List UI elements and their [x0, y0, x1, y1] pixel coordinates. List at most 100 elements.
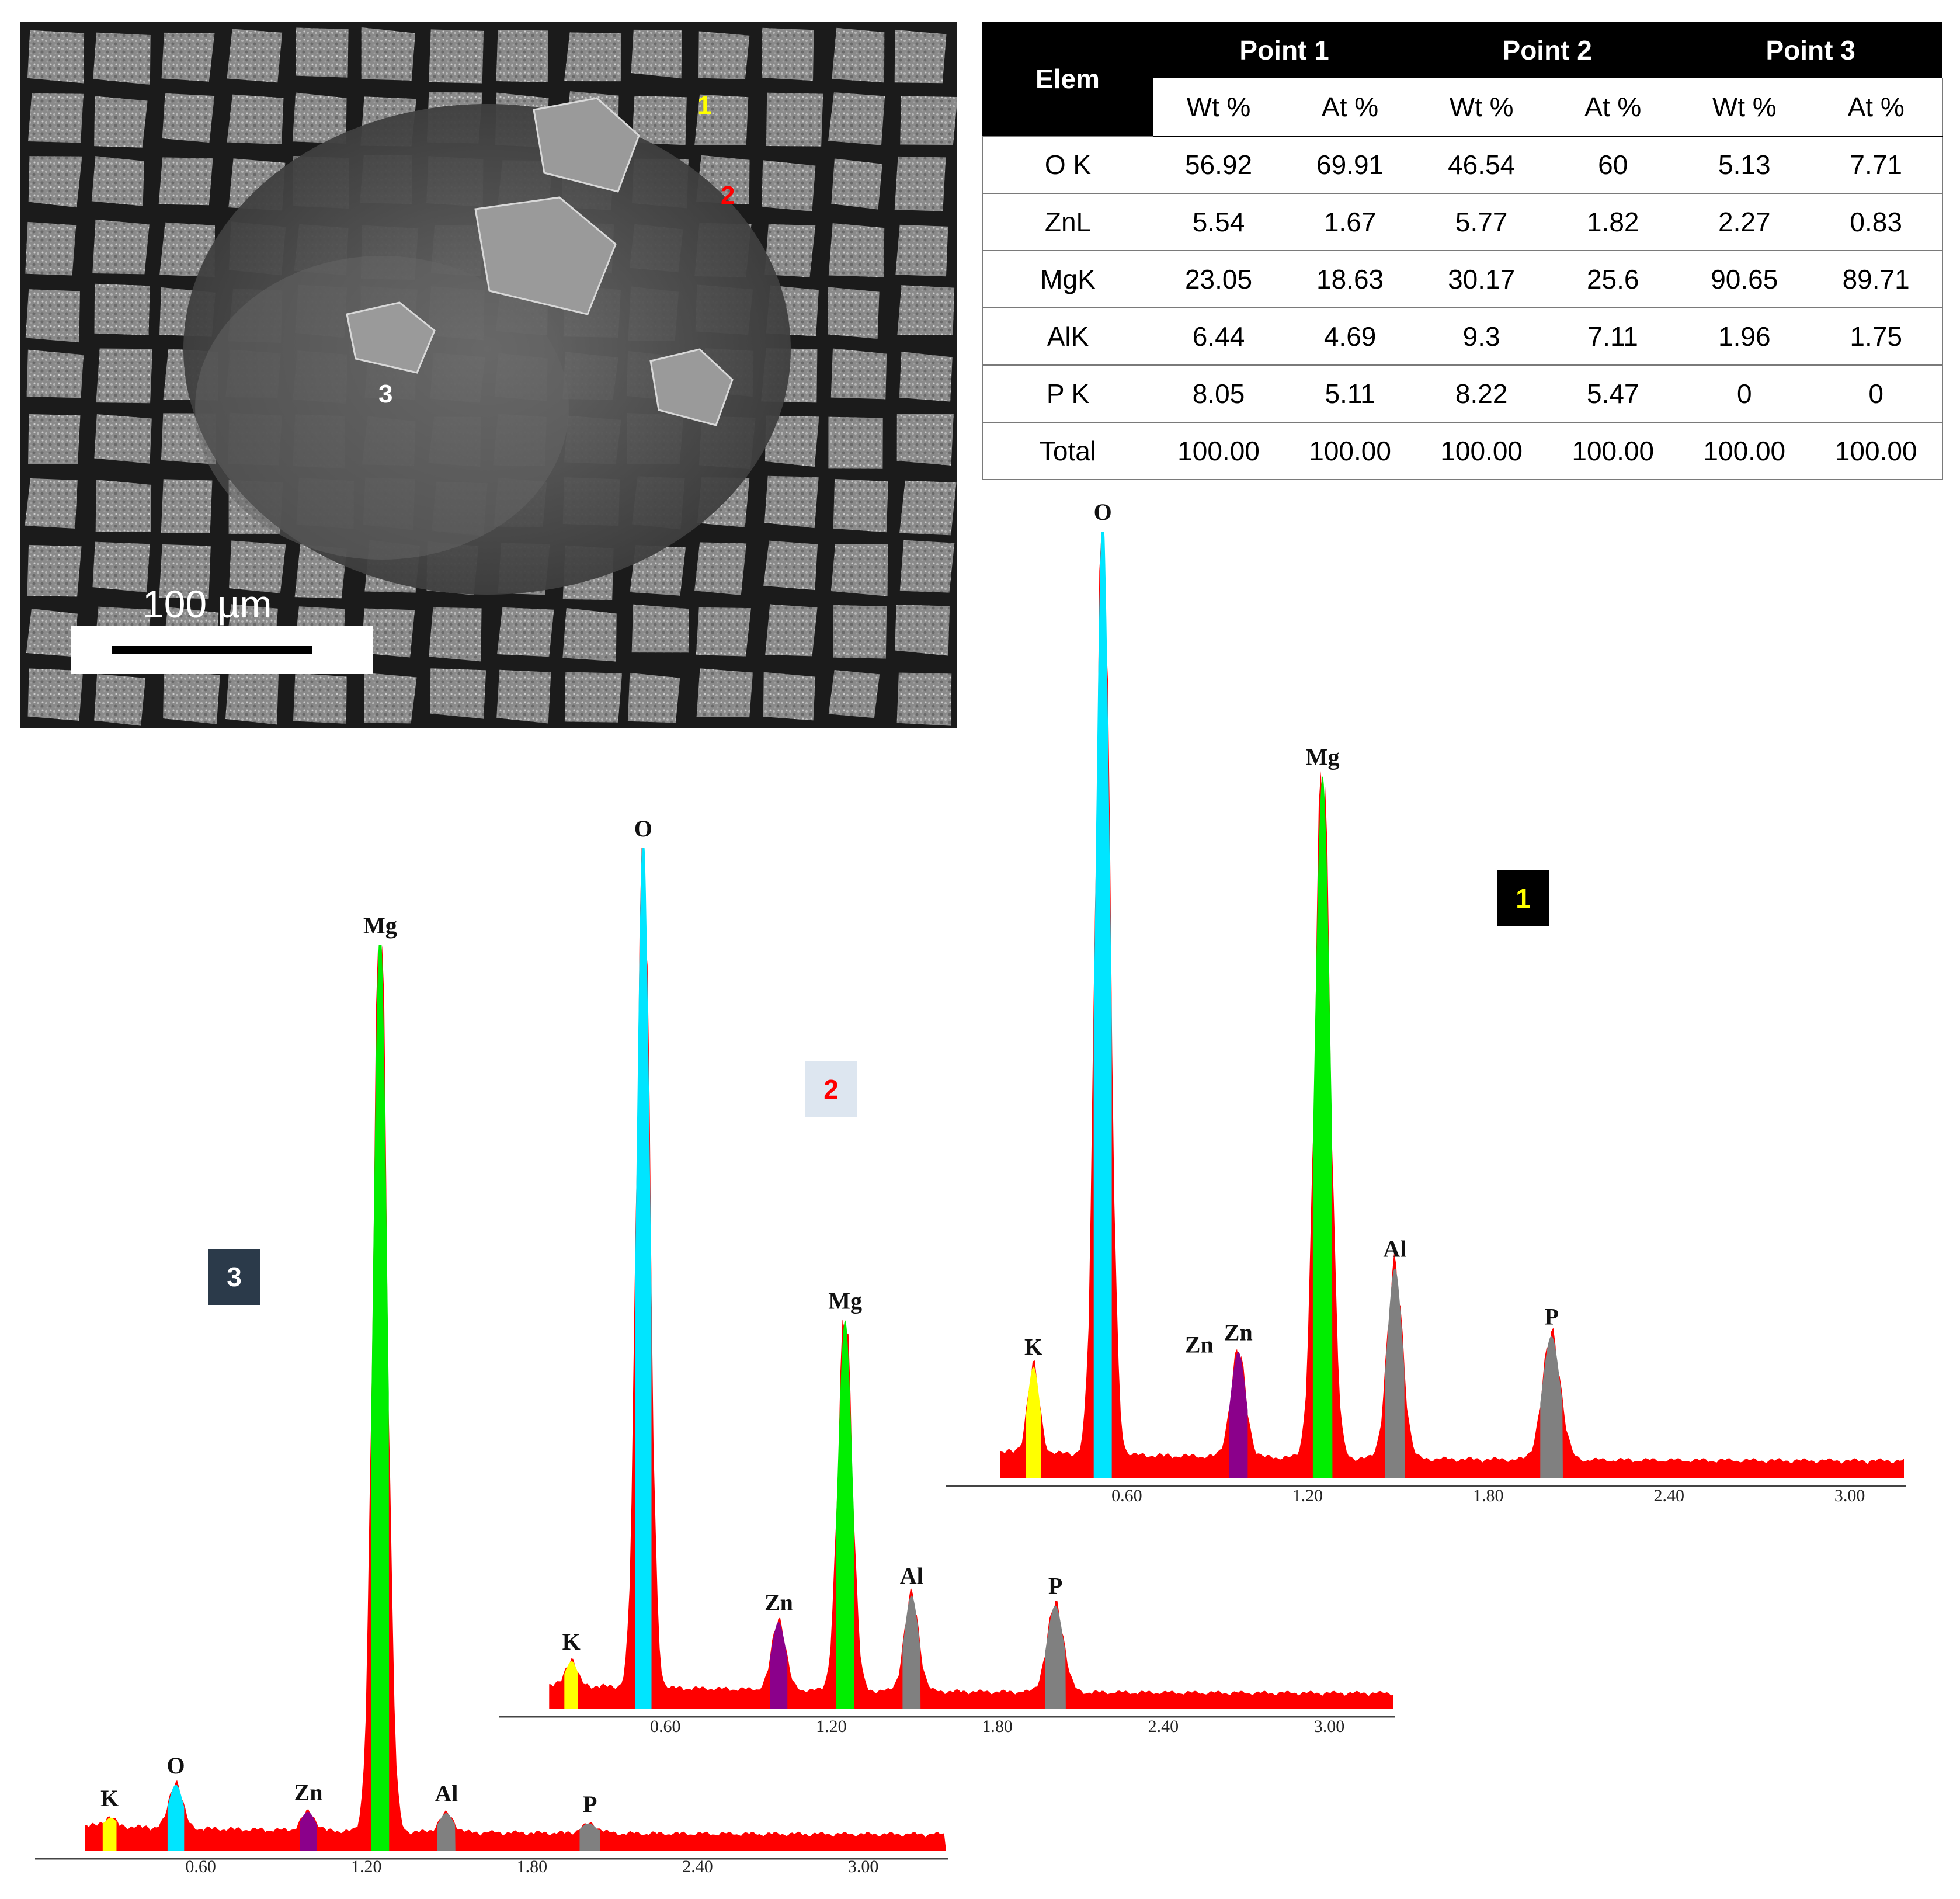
table-cell: 100.00: [1153, 422, 1285, 480]
sem-tile: [764, 475, 819, 529]
peak-label-zn: Zn: [294, 1779, 323, 1806]
table-cell: 60: [1547, 136, 1679, 193]
sem-tile: [26, 609, 78, 657]
point-1-header: Point 1: [1153, 22, 1416, 78]
sem-tile: [429, 607, 482, 662]
peak-label-o: O: [1094, 499, 1112, 525]
sem-tile: [225, 670, 279, 725]
sem-tile: [900, 96, 957, 145]
sem-tile: [429, 29, 484, 84]
table-cell: 69.91: [1284, 136, 1416, 193]
peak-label-al: Al: [900, 1563, 923, 1589]
spectrum-1-chart: 0.60 1.20 1.80 2.40 3.00 K O Zn Zn Mg Al P: [946, 499, 1906, 1505]
table-cell: 1.67: [1284, 193, 1416, 251]
sem-tile: [27, 30, 85, 84]
sub-header: Wt %: [1153, 78, 1285, 137]
peak-zn: [300, 1811, 317, 1851]
peak-label-k: K: [1024, 1334, 1042, 1360]
table-cell: 0.83: [1810, 193, 1943, 251]
sem-tile: [698, 31, 750, 79]
sem-tile: [631, 96, 687, 145]
sem-flake: [346, 301, 436, 374]
spectrum-1-badge: 1: [1497, 870, 1549, 926]
peak-p: [579, 1823, 600, 1851]
x-tick-label: 3.00: [1834, 1486, 1865, 1505]
peak-label-mg: Mg: [363, 912, 397, 939]
x-tick-label: 0.60: [185, 1857, 216, 1876]
sem-tile: [292, 92, 347, 144]
peak-mg: [371, 945, 390, 1851]
sem-tile: [25, 221, 77, 276]
spectrum-2-badge: 2: [805, 1061, 857, 1117]
sem-tile: [27, 544, 82, 597]
point-3-header: Point 3: [1678, 22, 1942, 78]
peak-label-al: Al: [1383, 1236, 1406, 1262]
table-row: Total 100.00 100.00 100.00 100.00 100.00 100.0…: [982, 422, 1943, 480]
sem-tile: [764, 415, 819, 467]
sub-header: At %: [1547, 78, 1679, 137]
table-cell: 5.47: [1547, 364, 1679, 422]
sem-flake: [649, 348, 734, 426]
sem-tile: [830, 348, 887, 400]
table-cell: 7.71: [1810, 136, 1943, 193]
sem-tile: [631, 29, 682, 79]
sem-tile: [696, 668, 753, 718]
sem-tile: [899, 540, 955, 593]
sem-flake: [533, 97, 640, 193]
peak-zn: [770, 1622, 788, 1709]
peak-label-p: P: [1048, 1573, 1062, 1599]
sem-tile: [895, 224, 948, 277]
table-cell: 5.11: [1284, 364, 1416, 422]
elem-header: Elem: [982, 22, 1153, 136]
sem-tile: [159, 222, 215, 277]
x-tick-label: 1.20: [351, 1857, 382, 1876]
sem-tile: [828, 669, 880, 718]
spectrum-3-chart: 0.60 1.20 1.80 2.40 3.00 K O Zn Mg Al P: [35, 912, 948, 1876]
spectrum-3-badge: 3: [208, 1249, 260, 1305]
x-tick-label: 3.00: [848, 1857, 879, 1876]
table-cell: 30.17: [1416, 250, 1548, 308]
sem-tile: [96, 348, 153, 404]
sem-point-3-label: 3: [378, 380, 393, 408]
table-cell: 1.96: [1678, 307, 1810, 365]
spectrum-background-area: [1000, 532, 1904, 1478]
table-cell: 0: [1678, 364, 1810, 422]
sem-tile: [26, 349, 84, 398]
sem-tile: [899, 351, 953, 402]
sem-texture: [20, 22, 957, 728]
sem-tile: [764, 224, 816, 277]
sem-tile: [94, 414, 152, 464]
sem-tile: [27, 668, 84, 721]
sem-tile: [696, 607, 751, 657]
peak-al: [902, 1595, 921, 1709]
sem-tile: [694, 542, 747, 595]
sem-micrograph: 1 2 3 100 µm: [20, 22, 957, 728]
sem-tile: [161, 32, 215, 82]
table-cell: 23.05: [1153, 250, 1285, 308]
x-tick-label: 3.00: [1314, 1717, 1345, 1736]
table-cell: 100.00: [1810, 422, 1943, 480]
peak-o: [167, 1785, 185, 1851]
peak-k: [564, 1661, 578, 1709]
peak-label-p: P: [1544, 1304, 1558, 1330]
table-cell: 18.63: [1284, 250, 1416, 308]
sem-tile: [762, 160, 816, 211]
sem-tile: [361, 608, 415, 658]
sem-tile: [496, 30, 548, 82]
x-tick-label: 1.20: [816, 1717, 847, 1736]
table-cell: 5.77: [1416, 193, 1548, 251]
sem-tile: [497, 607, 554, 657]
peak-label-al: Al: [435, 1780, 458, 1807]
sem-tile: [293, 673, 347, 724]
table-row-elem: ZnL: [982, 193, 1153, 251]
sem-tile: [833, 478, 888, 533]
peak-label-zn: Zn: [764, 1589, 793, 1616]
peak-label-o: O: [167, 1752, 185, 1779]
sem-tile: [899, 480, 957, 536]
table-row: ZnL 5.54 1.67 5.77 1.82 2.27 0.83: [982, 193, 1943, 251]
peak-o: [635, 848, 652, 1709]
scale-bar-box: [71, 626, 373, 674]
sem-tile: [92, 541, 150, 593]
peak-k: [1026, 1366, 1041, 1478]
sem-tile: [833, 605, 887, 659]
